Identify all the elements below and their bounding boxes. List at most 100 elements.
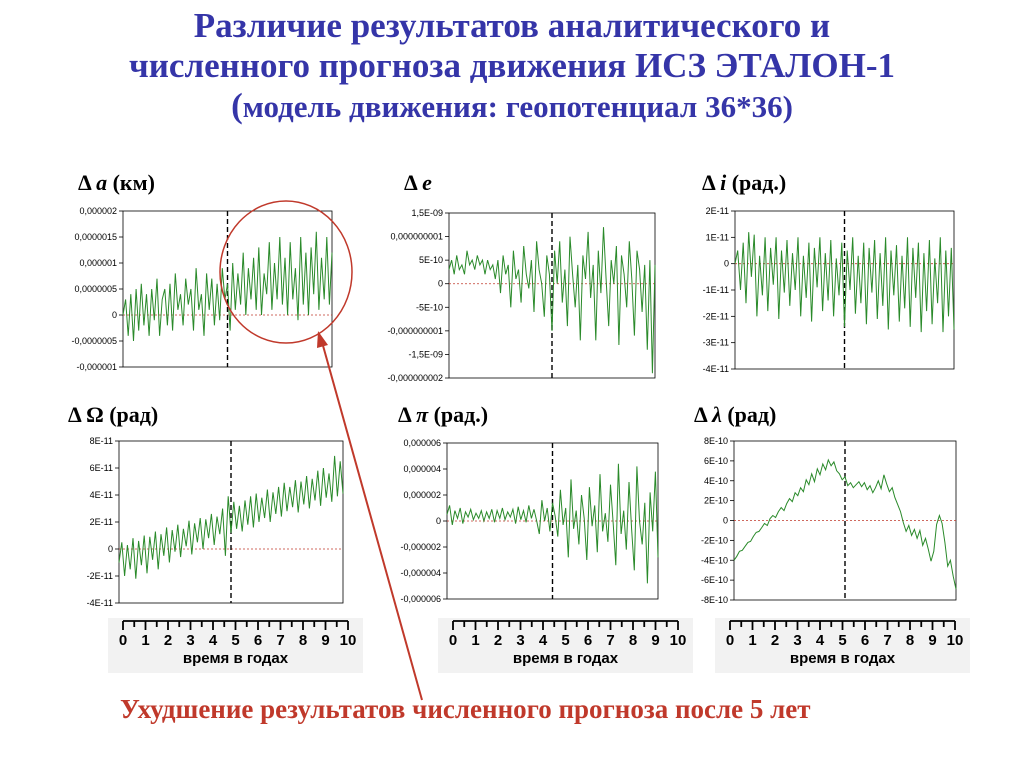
chart-delta-lambda: 8E-10 6E-10 4E-10 2E-10 0 -2E-10 -4E-10 -6E-10 -…: [701, 436, 957, 605]
unit-label: (рад): [727, 402, 777, 427]
year-axis-caption: время в годах: [512, 650, 619, 667]
year-axis-2: 0 1 2 3 4 5 6 7 8 9 10 время в годах: [438, 618, 693, 673]
year-number: 7: [276, 632, 284, 649]
year-number: 7: [606, 632, 614, 649]
y-tick-label: 4E-10: [704, 476, 728, 486]
title-line-2: численного прогноза движения ИСЗ ЭТАЛОН-…: [129, 46, 895, 85]
chart-delta-e: 1,5E-09 0,000000001 5E-10 0 -5E-10 -0,0000000…: [387, 208, 656, 383]
y-tick-label: -0,000006: [400, 594, 441, 604]
year-number: 8: [629, 632, 637, 649]
y-tick-label: 0,000006: [403, 438, 441, 448]
y-tick-label: -2E-10: [701, 535, 728, 545]
y-tick-label: -4E-11: [87, 598, 113, 608]
year-number: 2: [164, 632, 172, 649]
series-line: [734, 232, 955, 333]
y-tick-label: -8E-10: [701, 595, 728, 605]
year-number: 9: [321, 632, 329, 649]
y-tick-label: 0,000002: [79, 206, 117, 216]
year-number: 3: [793, 632, 801, 649]
unit-label: (рад.): [433, 402, 489, 427]
year-axis-caption: время в годах: [182, 650, 289, 667]
year-number: 9: [651, 632, 659, 649]
y-tick-label: 2E-10: [704, 496, 728, 506]
y-tick-label: 8E-10: [704, 436, 728, 446]
delta-symbol: Δ: [78, 170, 91, 195]
year-number: 3: [186, 632, 194, 649]
y-tick-label: 1,5E-09: [411, 208, 443, 218]
year-number: 10: [670, 632, 687, 649]
chart-delta-a: 0,000002 0,0000015 0,000001 0,0000005 0 -0,00…: [71, 206, 333, 372]
y-tick-label: -2E-11: [703, 311, 729, 321]
y-tick-label: -0,000000002: [387, 373, 443, 383]
y-tick-label: -2E-11: [87, 571, 113, 581]
year-number: 0: [726, 632, 734, 649]
variable-name: a: [96, 170, 108, 195]
y-tick-label: 0: [723, 516, 728, 526]
year-number: 3: [516, 632, 524, 649]
chart-delta-pi: 0,000006 0,000004 0,000002 0 -0,000002 -0,000…: [400, 438, 659, 604]
slide-title: Различие результатов аналитического и чи…: [0, 6, 1024, 127]
variable-name: λ: [712, 402, 722, 427]
title-line-3: (модель движения: геопотенциал 36*36): [0, 86, 1024, 127]
y-tick-label: 0,000000001: [390, 232, 443, 242]
series-line: [448, 227, 656, 374]
y-tick-label: 8E-11: [90, 436, 113, 446]
year-number: 5: [838, 632, 846, 649]
year-number: 7: [883, 632, 891, 649]
year-number: 1: [748, 632, 756, 649]
year-number: 4: [816, 632, 825, 649]
title-line-1: Различие результатов аналитического и: [193, 6, 831, 45]
y-tick-label: -0,0000005: [71, 336, 117, 346]
y-tick-label: -1,5E-09: [408, 349, 443, 359]
series-line: [446, 463, 659, 584]
variable-name: Ω: [86, 402, 104, 427]
delta-symbol: Δ: [404, 170, 417, 195]
y-tick-label: 0,0000005: [74, 284, 117, 294]
y-tick-label: -6E-10: [701, 575, 728, 585]
year-number: 6: [584, 632, 592, 649]
y-tick-label: 0: [436, 516, 441, 526]
year-number: 0: [119, 632, 127, 649]
y-tick-label: 0,000002: [403, 490, 441, 500]
year-number: 6: [861, 632, 869, 649]
year-number: 5: [561, 632, 569, 649]
panel-label-delta-omega: Δ Ω (рад): [68, 402, 158, 428]
variable-name: e: [422, 170, 432, 195]
y-tick-label: -0,000002: [400, 542, 441, 552]
year-axis-1: 0 1 2 3 4 5 6 7 8 9 10 время в годах: [108, 618, 363, 673]
title-line-3-text: модель движения: геопотенциал 36*36): [242, 89, 793, 124]
y-tick-label: 0,000001: [79, 258, 117, 268]
y-tick-label: 0: [724, 259, 729, 269]
year-number: 10: [947, 632, 964, 649]
year-number: 6: [254, 632, 262, 649]
y-tick-label: 2E-11: [90, 517, 113, 527]
y-tick-label: 2E-11: [706, 206, 729, 216]
year-number: 2: [494, 632, 502, 649]
year-number: 8: [906, 632, 914, 649]
year-axis-3: 0 1 2 3 4 5 6 7 8 9 10 время в годах: [715, 618, 970, 673]
year-number: 1: [141, 632, 149, 649]
panel-label-delta-a: Δ a (км): [78, 170, 155, 196]
chart-delta-omega: 8E-11 6E-11 4E-11 2E-11 0 -2E-11 -4E-11: [87, 436, 344, 608]
variable-name: i: [720, 170, 727, 195]
year-number: 4: [209, 632, 218, 649]
year-number: 2: [771, 632, 779, 649]
series-line: [733, 458, 957, 590]
y-tick-label: 6E-11: [90, 463, 113, 473]
panel-label-delta-lambda: Δ λ (рад): [694, 402, 776, 428]
y-tick-label: -4E-11: [703, 364, 729, 374]
year-number: 0: [449, 632, 457, 649]
y-tick-label: -0,000004: [400, 568, 441, 578]
y-tick-label: -4E-10: [701, 555, 728, 565]
year-axis-caption: время в годах: [789, 650, 896, 667]
y-tick-label: 6E-10: [704, 456, 728, 466]
year-number: 1: [471, 632, 479, 649]
y-tick-label: 1E-11: [706, 232, 729, 242]
year-number: 4: [539, 632, 548, 649]
y-tick-label: -3E-11: [703, 338, 729, 348]
panel-label-delta-i: Δ i (рад.): [702, 170, 786, 196]
y-tick-label: -0,000001: [76, 362, 117, 372]
y-tick-label: 0: [438, 279, 443, 289]
y-tick-label: 5E-10: [419, 255, 443, 265]
delta-symbol: Δ: [702, 170, 715, 195]
